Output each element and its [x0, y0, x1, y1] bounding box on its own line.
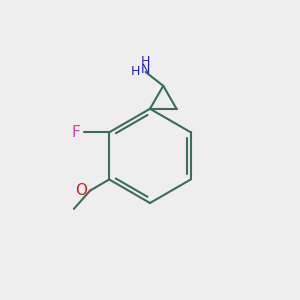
Text: H: H — [141, 55, 150, 68]
Text: H: H — [131, 65, 140, 79]
Text: F: F — [72, 125, 81, 140]
Text: N: N — [141, 63, 150, 76]
Text: O: O — [75, 183, 87, 198]
